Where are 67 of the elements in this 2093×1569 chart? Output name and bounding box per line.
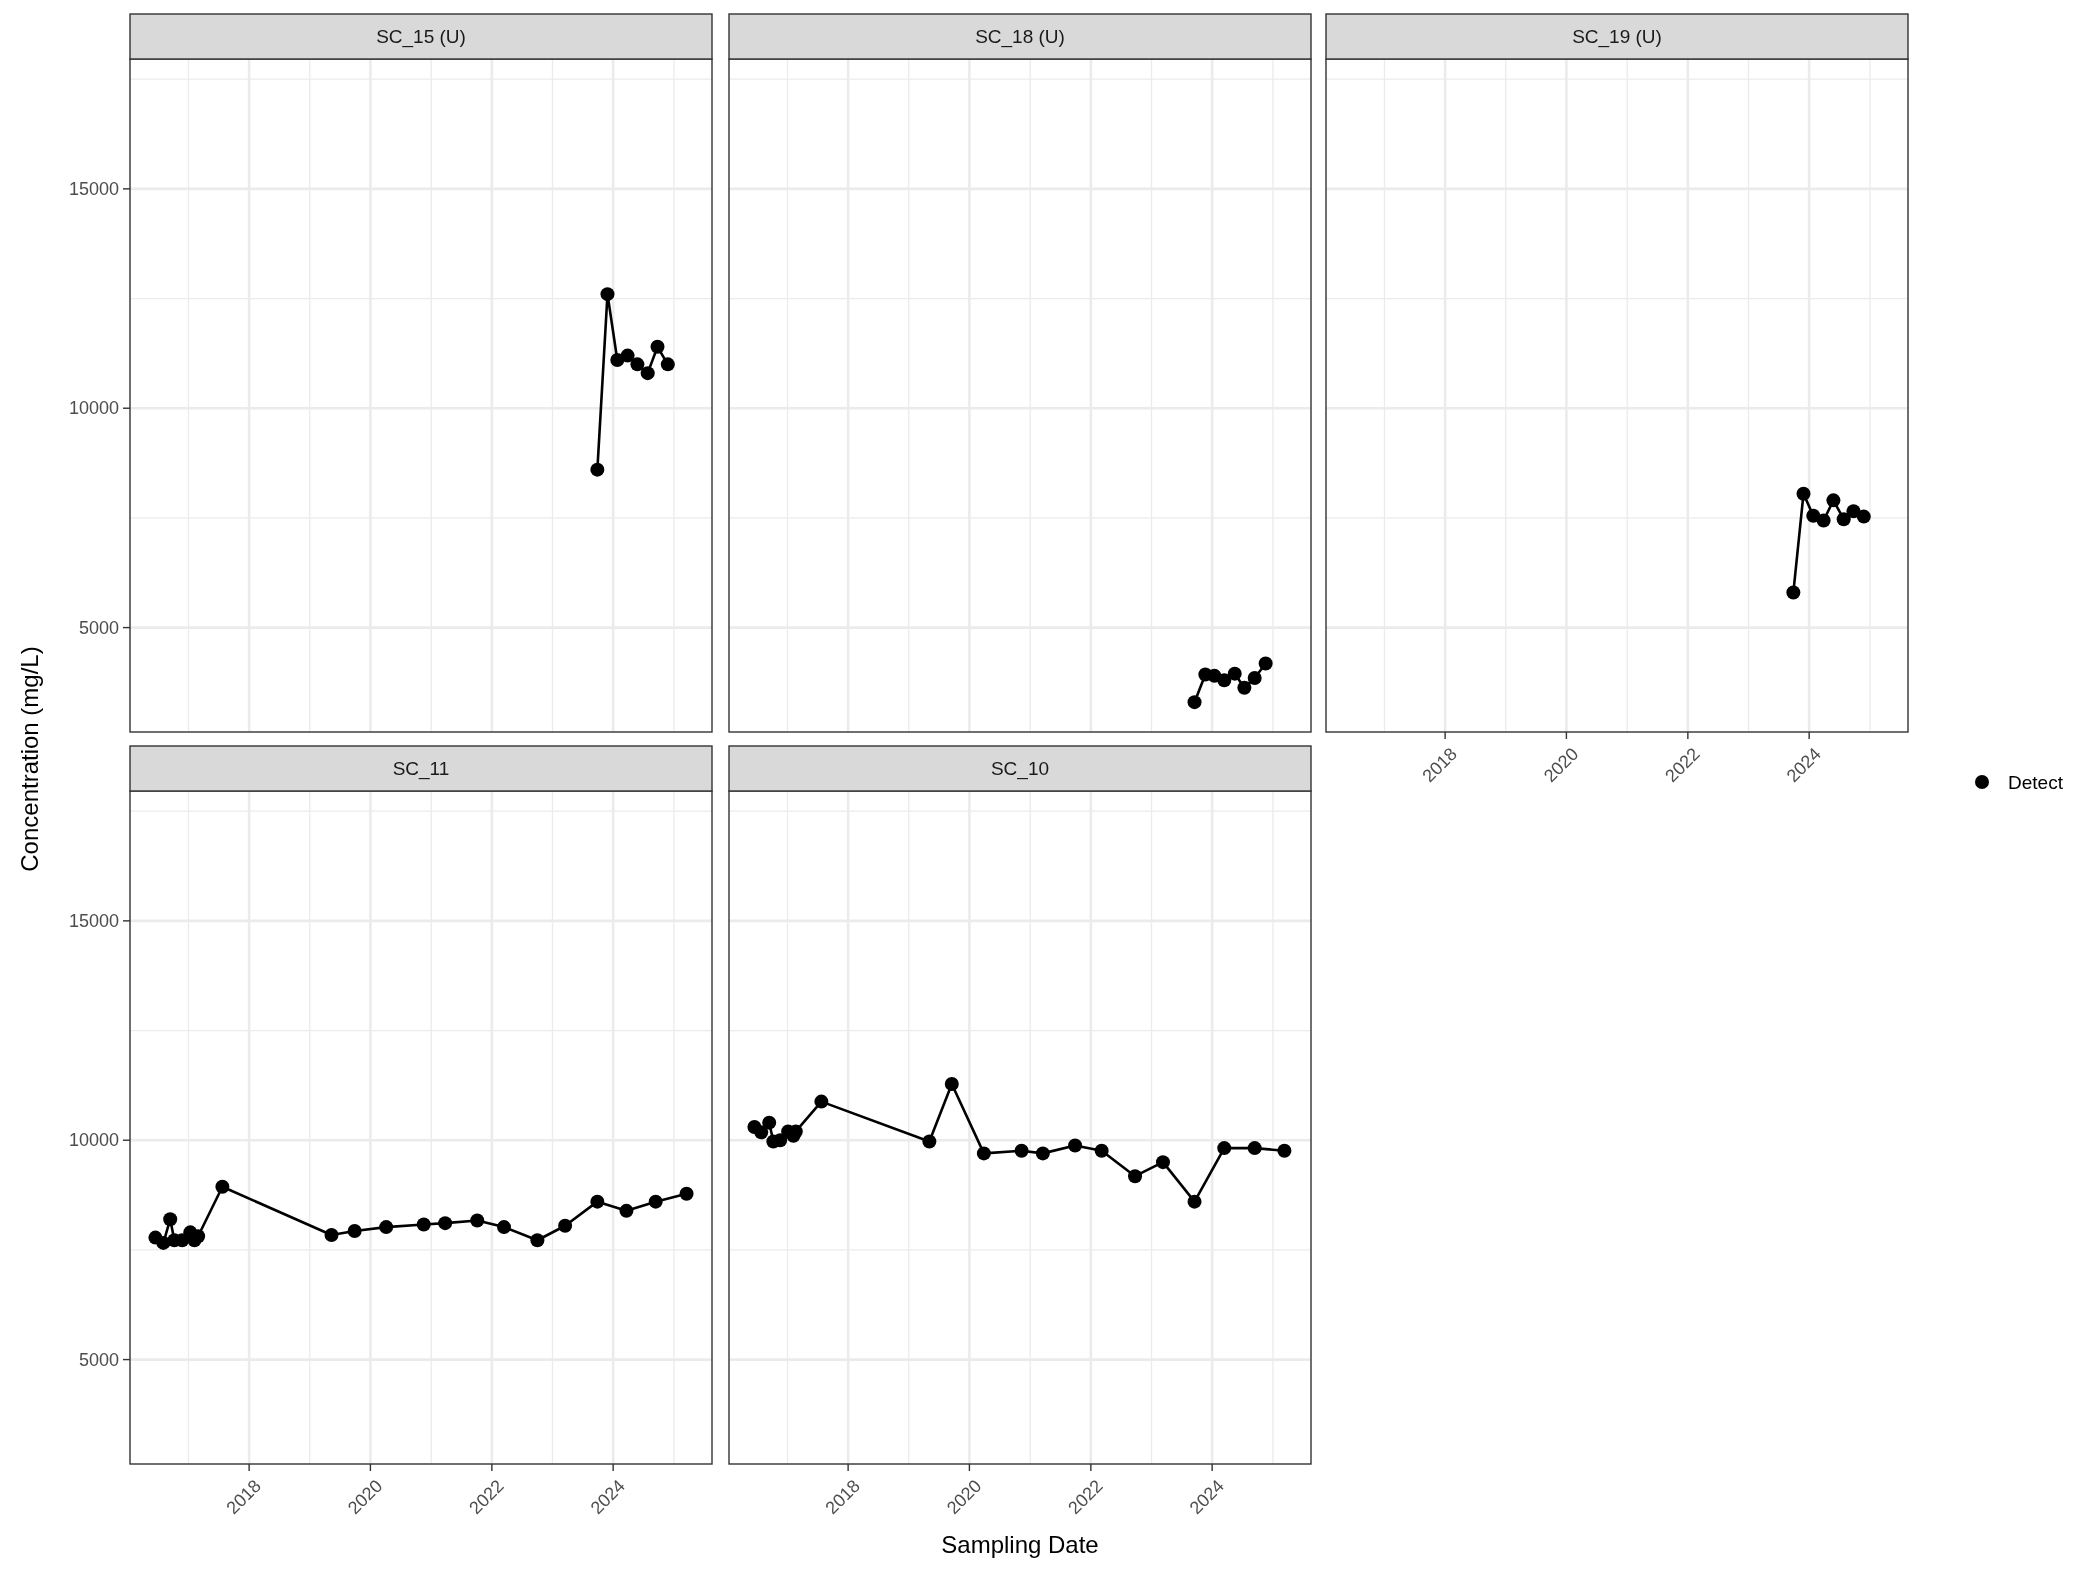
point	[1258, 656, 1273, 671]
chart-title: SC_11	[392, 758, 450, 780]
y-tick-label: 10000	[68, 398, 119, 419]
point	[773, 1133, 788, 1148]
point	[600, 287, 615, 302]
point	[1227, 666, 1242, 681]
chart-title: SC_15 (U)	[376, 26, 466, 48]
point	[1128, 1169, 1143, 1184]
point	[215, 1179, 230, 1194]
point	[1155, 1155, 1170, 1170]
legend-label: Detect	[2008, 771, 2064, 793]
point	[648, 1194, 663, 1209]
point	[1277, 1143, 1292, 1158]
point	[610, 352, 625, 367]
point	[1217, 673, 1232, 688]
y-axis-title: Concentration (mg/L)	[16, 646, 43, 872]
point	[324, 1227, 339, 1242]
point	[620, 348, 635, 363]
point	[650, 339, 665, 354]
y-tick-label: 5000	[78, 617, 119, 638]
point	[438, 1216, 453, 1231]
point	[1816, 513, 1831, 528]
point	[1217, 1141, 1232, 1156]
point	[630, 357, 645, 372]
chart-title: SC_18 (U)	[975, 26, 1065, 48]
point	[590, 462, 605, 477]
point	[679, 1186, 694, 1201]
point	[1796, 486, 1811, 501]
y-tick-label: 5000	[78, 1349, 119, 1370]
x-axis-title: Sampling Date	[941, 1531, 1099, 1558]
point	[1187, 1194, 1202, 1209]
point	[814, 1094, 829, 1109]
point	[944, 1077, 959, 1092]
point	[590, 1194, 605, 1209]
point	[1856, 509, 1871, 524]
y-tick-label: 10000	[68, 1130, 119, 1151]
point	[1826, 493, 1841, 508]
y-tick-label: 15000	[68, 910, 119, 931]
point	[470, 1213, 485, 1228]
point	[379, 1220, 394, 1235]
point	[660, 357, 675, 372]
point	[163, 1212, 178, 1227]
point	[1014, 1143, 1029, 1158]
point	[619, 1203, 634, 1218]
point	[416, 1217, 431, 1232]
point	[1237, 680, 1252, 695]
point	[1187, 695, 1202, 710]
point	[530, 1233, 545, 1248]
point	[640, 366, 655, 381]
chart-title: SC_10	[990, 758, 1050, 780]
point	[922, 1134, 937, 1149]
point	[156, 1235, 171, 1250]
y-tick-label: 15000	[68, 178, 119, 199]
point	[1247, 671, 1262, 686]
point	[762, 1115, 777, 1130]
chart-title: SC_19 (U)	[1572, 26, 1662, 48]
point	[347, 1224, 362, 1239]
point	[1247, 1141, 1262, 1156]
point	[1094, 1143, 1109, 1158]
point	[1836, 512, 1851, 527]
point	[1068, 1138, 1083, 1153]
point	[558, 1218, 573, 1233]
point	[1035, 1146, 1050, 1161]
point	[496, 1220, 511, 1235]
point	[1786, 585, 1801, 600]
point	[754, 1125, 769, 1140]
point	[976, 1146, 991, 1161]
